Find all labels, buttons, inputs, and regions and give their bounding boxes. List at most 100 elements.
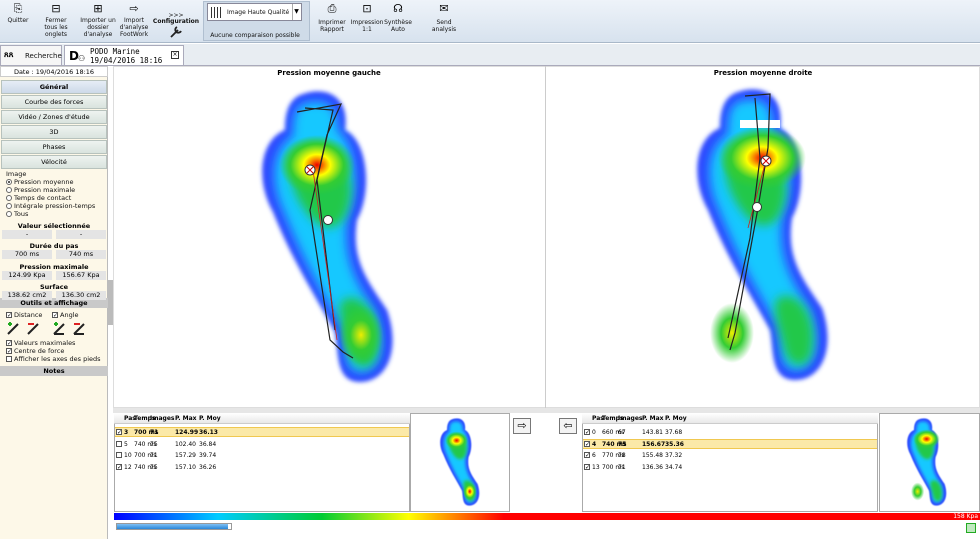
- radio[interactable]: [6, 187, 12, 193]
- table-cell: 4: [592, 440, 597, 448]
- patient-tab[interactable]: D ⚇ PODO Marine 19/04/2016 18:16 ×: [64, 45, 184, 66]
- h-splitter[interactable]: [113, 408, 980, 413]
- view-area: [113, 66, 980, 408]
- toolbar-button[interactable]: Synthèse Auto: [384, 19, 412, 33]
- radio-option[interactable]: Pression maximale: [6, 186, 75, 194]
- checkbox[interactable]: [6, 356, 12, 362]
- radio[interactable]: [6, 195, 12, 201]
- radio-option[interactable]: Tous: [6, 210, 28, 218]
- notes-header[interactable]: Notes: [0, 366, 108, 376]
- radio[interactable]: [6, 179, 12, 185]
- tool-option[interactable]: Afficher les axes des pieds: [6, 355, 101, 363]
- radio[interactable]: [6, 211, 12, 217]
- stat-title: Valeur sélectionnée: [17, 222, 91, 230]
- menu-button[interactable]: Vidéo / Zones d'étude: [1, 110, 107, 124]
- view-divider: [545, 66, 546, 408]
- table-cell: 75: [150, 463, 158, 471]
- column-header[interactable]: Images: [618, 415, 643, 422]
- close-tab[interactable]: ×: [171, 51, 179, 59]
- menu-button[interactable]: Courbe des forces: [1, 95, 107, 109]
- progress: [116, 523, 232, 530]
- table-cell: 34.74: [665, 463, 683, 471]
- checkbox[interactable]: ✓: [6, 348, 13, 355]
- tool-option[interactable]: ✓ Angle: [52, 311, 79, 319]
- checkbox[interactable]: ✓: [52, 312, 59, 319]
- column-header[interactable]: Temps: [134, 415, 156, 422]
- toolbar-button[interactable]: Imprimer Rapport: [318, 19, 346, 33]
- column-header[interactable]: P. Moy: [665, 415, 687, 422]
- stat-value: -: [56, 230, 106, 239]
- toolbar-button[interactable]: Import d'analyse FootWork: [119, 17, 149, 38]
- toolbar-button[interactable]: Fermer tous les onglets: [44, 17, 68, 38]
- table-cell: 39.74: [199, 452, 217, 459]
- selected-row[interactable]: [115, 427, 409, 437]
- column-header[interactable]: P. Moy: [199, 415, 221, 422]
- row-checkbox[interactable]: ✓: [584, 452, 591, 459]
- table-cell: 740 ms: [134, 463, 157, 471]
- tool-option[interactable]: ✓ Valeurs maximales: [6, 339, 75, 347]
- toolbar-icon: ⊟: [51, 2, 61, 15]
- table-cell: 770 ms: [602, 452, 625, 459]
- radio-option[interactable]: Pression moyenne: [6, 178, 73, 186]
- table-cell: 124.99: [175, 429, 199, 436]
- toolbar-button[interactable]: Send analysis: [431, 19, 457, 33]
- radio-label: Tous: [14, 210, 29, 218]
- date-row: Date : 19/04/2016 18:16: [0, 66, 108, 77]
- patient-icon: D: [69, 49, 79, 63]
- radio-option[interactable]: Temps de contact: [6, 194, 71, 202]
- selected-row[interactable]: [583, 438, 877, 449]
- config-label[interactable]: Configuration: [152, 18, 200, 25]
- menu-button[interactable]: Phases: [1, 140, 107, 154]
- splitter[interactable]: [108, 280, 113, 325]
- stat-title: Surface: [40, 283, 68, 291]
- column-header[interactable]: Pas: [592, 415, 604, 422]
- scale-label: 158 Kpa: [953, 513, 978, 520]
- table-cell: 37.68: [665, 429, 683, 436]
- row-checkbox[interactable]: ✓: [584, 440, 591, 448]
- row-checkbox[interactable]: [116, 452, 122, 458]
- stat-value: 138.62 cm2: [2, 291, 52, 300]
- move-right-button[interactable]: ⇨: [513, 418, 531, 434]
- toolbar-button[interactable]: Impression 1:1: [350, 19, 384, 33]
- status-icon: [966, 523, 976, 533]
- radio-option[interactable]: Intégrale pression-temps: [6, 202, 95, 210]
- move-left-button[interactable]: ⇦: [559, 418, 577, 434]
- column-header[interactable]: Pas: [124, 415, 136, 422]
- column-header[interactable]: P. Max: [175, 415, 197, 422]
- menu-button[interactable]: Vélocité: [1, 155, 107, 169]
- row-checkbox[interactable]: ✓: [584, 463, 591, 471]
- menu-button[interactable]: 3D: [1, 125, 107, 139]
- quality-text: Image Haute Qualité: [227, 9, 290, 16]
- progress-fill: [117, 524, 228, 529]
- quality-select[interactable]: Image Haute Qualité ▼: [207, 3, 302, 21]
- column-header[interactable]: P. Max: [642, 415, 664, 422]
- table-header: [582, 413, 878, 424]
- radio[interactable]: [6, 203, 12, 209]
- checkbox[interactable]: ✓: [6, 312, 13, 319]
- row-checkbox[interactable]: ✓: [116, 429, 123, 436]
- table-cell: 156.67: [642, 440, 666, 448]
- search-tab[interactable]: ጸጸ Recherche: [0, 45, 62, 66]
- tool-option[interactable]: ✓ Centre de force: [6, 347, 64, 355]
- table-cell: 78: [618, 452, 626, 459]
- toolbar-button[interactable]: Importer un dossier d'analyse: [80, 17, 116, 38]
- thumb-left: [410, 413, 510, 512]
- radio-label: Pression maximale: [14, 186, 76, 194]
- view-title: Pression moyenne droite: [713, 69, 813, 77]
- row-checkbox[interactable]: ✓: [584, 429, 591, 436]
- toolbar-button[interactable]: Quitter: [7, 17, 29, 24]
- table-cell: 67: [618, 429, 626, 436]
- column-header[interactable]: Images: [150, 415, 175, 422]
- checkbox[interactable]: ✓: [6, 340, 13, 347]
- table-cell: 35.36: [665, 440, 684, 448]
- column-header[interactable]: Temps: [602, 415, 624, 422]
- tool-option[interactable]: ✓ Distance: [6, 311, 42, 319]
- menu-button[interactable]: Général: [1, 80, 107, 94]
- table-cell: 157.10: [175, 463, 196, 471]
- row-checkbox[interactable]: [116, 440, 122, 447]
- radio-label: Pression moyenne: [14, 178, 74, 186]
- row-checkbox[interactable]: ✓: [116, 463, 123, 471]
- table-cell: 37.32: [665, 452, 683, 459]
